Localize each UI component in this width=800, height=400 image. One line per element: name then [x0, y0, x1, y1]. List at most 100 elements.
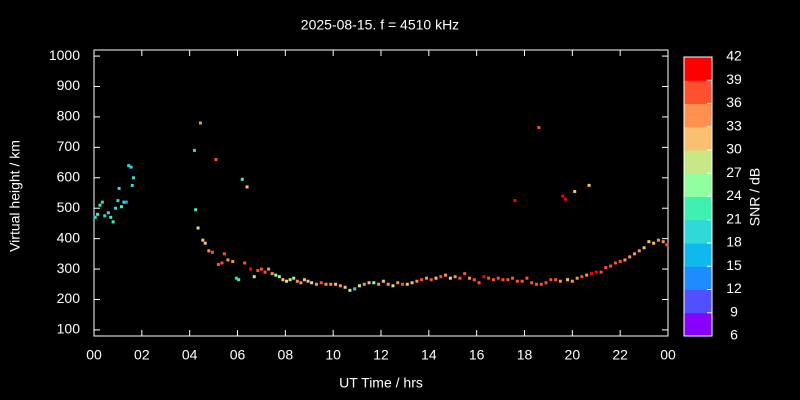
data-point — [573, 189, 577, 193]
data-point — [463, 272, 467, 276]
data-point — [198, 121, 202, 125]
colorbar-tick-label: 36 — [726, 94, 742, 110]
data-point — [109, 215, 113, 219]
x-tick-label: 16 — [469, 347, 485, 363]
data-point — [93, 215, 97, 219]
data-point — [130, 183, 134, 187]
data-point — [420, 278, 424, 282]
data-point — [100, 200, 104, 204]
data-point — [319, 281, 323, 285]
data-point — [237, 278, 241, 282]
x-tick-label: 20 — [565, 347, 581, 363]
x-tick-label: 10 — [325, 347, 341, 363]
data-point — [482, 275, 486, 279]
data-point — [496, 276, 500, 280]
data-point — [299, 281, 303, 285]
colorbar-tick-label: 18 — [726, 234, 742, 250]
data-point — [613, 261, 617, 265]
data-point — [367, 281, 371, 285]
data-point — [656, 238, 660, 242]
data-point — [618, 259, 622, 263]
data-point — [116, 199, 120, 203]
data-point — [491, 278, 495, 282]
colorbar-band — [684, 243, 712, 267]
data-point — [201, 238, 205, 242]
data-point — [362, 282, 366, 286]
data-point — [281, 278, 285, 282]
data-point — [585, 273, 589, 277]
colorbar-tick-label: 33 — [726, 117, 742, 133]
data-point — [410, 281, 414, 285]
colorbar-band — [684, 126, 712, 151]
data-point — [609, 264, 613, 268]
data-point — [501, 278, 505, 282]
colorbar-tick-label: 15 — [726, 257, 742, 273]
data-point — [263, 270, 267, 274]
data-point — [117, 186, 121, 190]
colorbar-tick-label: 39 — [726, 71, 742, 87]
data-point — [570, 279, 574, 283]
x-tick-label: 12 — [373, 347, 389, 363]
data-point — [594, 270, 598, 274]
data-point — [506, 278, 510, 282]
x-tick-label: 18 — [517, 347, 533, 363]
data-point — [467, 276, 471, 280]
data-point — [270, 272, 274, 276]
x-axis-label: UT Time / hrs — [339, 375, 423, 391]
data-point — [381, 279, 385, 283]
data-point — [231, 259, 235, 263]
y-tick-label: 1000 — [49, 47, 80, 63]
data-point — [537, 126, 541, 130]
data-point — [472, 278, 476, 282]
colorbar-band — [684, 57, 712, 81]
colorbar-band — [684, 103, 712, 128]
data-point — [665, 243, 669, 247]
data-point — [127, 164, 131, 168]
data-point — [343, 285, 347, 289]
x-tick-label: 08 — [278, 347, 294, 363]
data-point — [372, 281, 376, 285]
data-point — [274, 273, 278, 277]
data-point — [214, 158, 218, 162]
colorbar-band — [684, 150, 712, 174]
data-point — [124, 200, 128, 204]
data-point — [520, 279, 524, 283]
data-point — [647, 240, 651, 244]
data-point — [396, 281, 400, 285]
data-point — [96, 212, 100, 216]
data-point — [566, 278, 570, 282]
data-point — [587, 183, 591, 187]
data-point — [192, 148, 196, 152]
y-tick-label: 700 — [57, 138, 81, 154]
data-point — [114, 206, 118, 210]
data-point — [415, 279, 419, 283]
data-point — [120, 205, 124, 209]
data-point — [98, 203, 102, 207]
data-point — [353, 287, 357, 291]
colorbar-band — [684, 219, 712, 244]
data-point — [285, 279, 289, 283]
colorbar-tick-label: 21 — [726, 210, 742, 226]
data-point — [589, 272, 593, 276]
data-point — [240, 177, 244, 181]
y-tick-label: 800 — [57, 108, 81, 124]
data-point — [194, 208, 198, 212]
x-tick-label: 06 — [230, 347, 246, 363]
colorbar-band — [684, 196, 712, 221]
x-tick-label: 14 — [421, 347, 437, 363]
y-tick-label: 400 — [57, 229, 81, 245]
colorbar-band — [684, 289, 712, 314]
x-tick-label: 00 — [86, 347, 102, 363]
data-point — [324, 282, 328, 286]
data-point — [386, 282, 390, 286]
data-point — [106, 211, 110, 215]
x-tick-label: 02 — [134, 347, 150, 363]
data-point — [429, 278, 433, 282]
data-point — [563, 197, 567, 201]
data-point — [348, 288, 352, 292]
data-point — [334, 282, 338, 286]
data-point — [642, 246, 646, 250]
colorbar-tick-label: 9 — [730, 303, 738, 319]
y-tick-label: 300 — [57, 260, 81, 276]
colorbar-band — [684, 80, 712, 104]
